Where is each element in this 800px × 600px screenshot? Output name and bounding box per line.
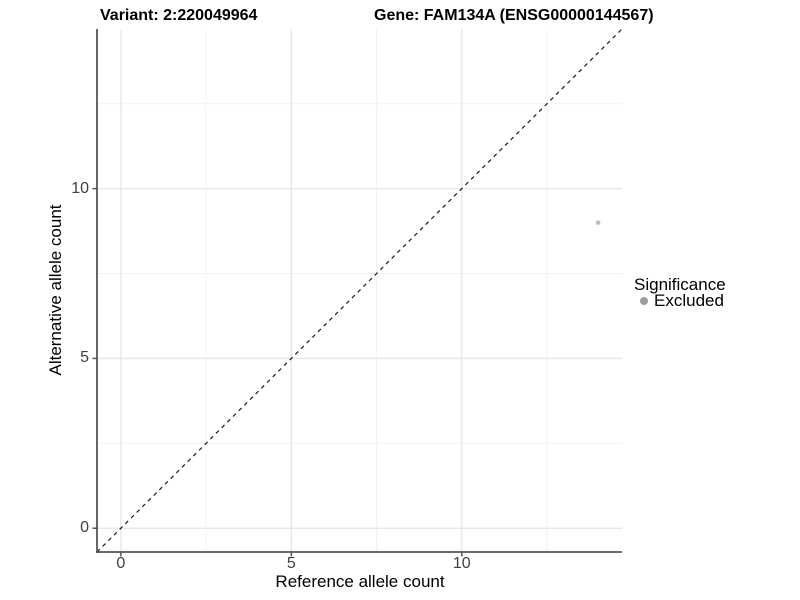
x-axis-tick-label-0: 0	[116, 555, 126, 572]
legend-title: Significance	[634, 275, 726, 294]
y-axis-tick-label-0: 0	[80, 519, 89, 537]
y-axis-title: Alternative allele count	[46, 204, 65, 376]
legend-item-label: Excluded	[654, 291, 724, 310]
x-axis-tick-label-5: 5	[286, 555, 296, 572]
legend-item-excluded: Excluded	[640, 291, 724, 310]
plot-title-gene: Gene: FAM134A (ENSG00000144567)	[374, 7, 654, 24]
data-point	[595, 220, 601, 225]
legend-point-icon	[640, 296, 648, 305]
x-axis-title: Reference allele count	[275, 572, 445, 591]
identity-reference-line	[96, 28, 623, 553]
plot-title-variant: Variant: 2:220049964	[100, 7, 258, 24]
y-axis-tick-label-5: 5	[80, 349, 89, 367]
y-axis-tick-label-10: 10	[71, 179, 89, 197]
x-axis-tick-label-10: 10	[452, 555, 471, 572]
